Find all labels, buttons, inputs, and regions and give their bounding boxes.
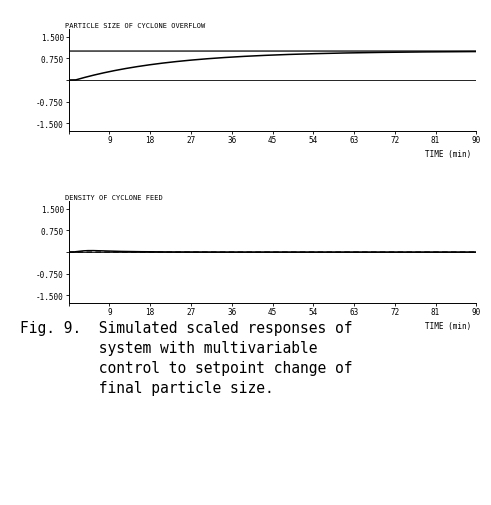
- Text: PARTICLE SIZE OF CYCLONE OVERFLOW: PARTICLE SIZE OF CYCLONE OVERFLOW: [65, 23, 205, 28]
- Text: Fig. 9.  Simulated scaled responses of
         system with multivariable
      : Fig. 9. Simulated scaled responses of sy…: [20, 321, 352, 395]
- X-axis label: TIME (min): TIME (min): [425, 149, 471, 159]
- X-axis label: TIME (min): TIME (min): [425, 321, 471, 330]
- Text: DENSITY OF CYCLONE FEED: DENSITY OF CYCLONE FEED: [65, 194, 163, 200]
